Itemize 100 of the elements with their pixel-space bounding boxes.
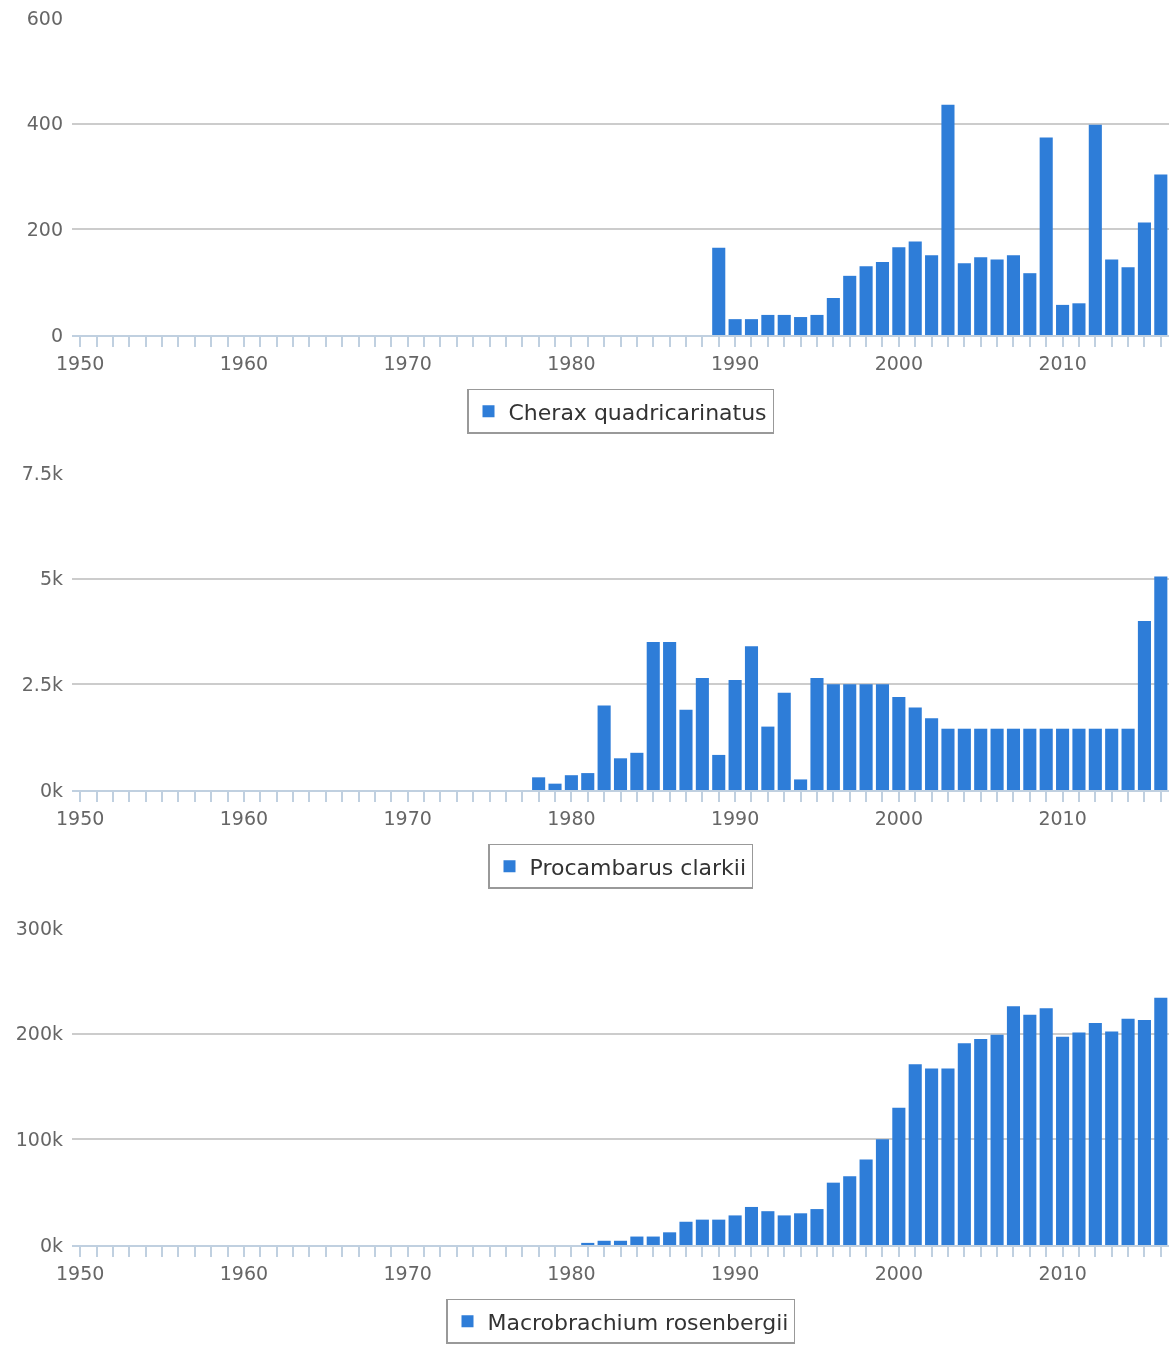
- y-tick-label: 400: [26, 112, 63, 135]
- x-tick-label: 1970: [383, 1261, 432, 1284]
- bar: [1121, 1018, 1135, 1245]
- x-tick-label: 1980: [547, 351, 596, 374]
- x-tick-label: 1960: [219, 806, 269, 829]
- bar: [843, 684, 857, 790]
- bar: [597, 705, 611, 790]
- bar: [532, 777, 546, 790]
- y-tick-label: 300k: [15, 916, 63, 939]
- x-tick-label: 1980: [547, 1261, 596, 1284]
- bar: [646, 1236, 660, 1245]
- bar: [777, 692, 791, 790]
- y-tick-label: 5k: [39, 567, 63, 590]
- y-tick-label: 100k: [15, 1127, 63, 1150]
- x-tick-label: 1960: [219, 351, 269, 374]
- bar: [826, 298, 840, 335]
- bar: [974, 257, 988, 335]
- bar: [892, 697, 906, 790]
- bar: [1088, 728, 1102, 790]
- bar: [1039, 1008, 1053, 1245]
- bar: [1121, 728, 1135, 790]
- bar: [1137, 620, 1151, 790]
- bar: [1105, 728, 1119, 790]
- x-tick-label: 1950: [56, 806, 105, 829]
- bar: [712, 1219, 726, 1245]
- y-tick-label: 2.5k: [21, 672, 63, 695]
- bar: [564, 775, 578, 790]
- x-tick-label: 2000: [874, 1261, 924, 1284]
- bar: [974, 728, 988, 790]
- y-tick-label: 0k: [39, 778, 63, 801]
- bar: [728, 319, 742, 335]
- bar: [712, 754, 726, 790]
- bar: [957, 263, 971, 335]
- bar: [663, 1232, 677, 1245]
- bar: [695, 1219, 709, 1245]
- bar: [843, 1176, 857, 1245]
- bar: [548, 783, 562, 790]
- bar: [1039, 728, 1053, 790]
- bar: [1056, 304, 1070, 335]
- x-tick-label: 2010: [1038, 806, 1087, 829]
- x-tick-label: 1980: [547, 806, 596, 829]
- bar: [925, 718, 939, 790]
- y-tick-label: 7.5k: [21, 461, 63, 484]
- bar: [1006, 1006, 1020, 1245]
- bar: [794, 779, 808, 790]
- bar: [859, 266, 873, 335]
- bar: [892, 247, 906, 335]
- bar: [1056, 1036, 1070, 1245]
- bar: [908, 1064, 922, 1245]
- legend-label: Cherax quadricarinatus: [508, 399, 767, 425]
- bar: [1088, 1023, 1102, 1245]
- bar: [941, 1068, 955, 1245]
- bar: [826, 1182, 840, 1245]
- bar: [613, 1240, 628, 1245]
- bar: [761, 726, 775, 790]
- bar: [1154, 174, 1168, 335]
- bar: [581, 1242, 595, 1245]
- legend-label: Procambarus clarkii: [529, 854, 746, 880]
- bar: [761, 1211, 775, 1245]
- legend-label: Macrobrachium rosenbergii: [487, 1309, 789, 1335]
- bar: [990, 1034, 1004, 1245]
- x-tick-label: 1950: [56, 1261, 105, 1284]
- bar: [1039, 137, 1053, 335]
- bar: [908, 707, 922, 790]
- y-tick-label: 600: [26, 6, 63, 29]
- y-tick-label: 200: [26, 217, 63, 240]
- bar: [990, 259, 1004, 335]
- bar: [630, 1236, 644, 1245]
- bar: [1023, 1014, 1037, 1245]
- bar: [728, 1215, 742, 1245]
- bar: [1072, 1032, 1086, 1245]
- bar: [581, 773, 595, 790]
- x-tick-label: 1970: [383, 351, 432, 374]
- bar: [1023, 273, 1037, 335]
- bar: [1072, 303, 1086, 335]
- y-tick-label: 0k: [39, 1233, 63, 1256]
- bar: [679, 709, 693, 790]
- bar: [925, 1068, 939, 1245]
- bar: [859, 684, 873, 790]
- bar: [908, 241, 922, 335]
- bar: [1154, 997, 1168, 1245]
- bar: [1154, 576, 1168, 790]
- bar: [826, 684, 840, 790]
- bar: [1006, 728, 1020, 790]
- bar: [810, 1209, 824, 1245]
- bar: [810, 314, 824, 335]
- bar: [1056, 728, 1070, 790]
- x-tick-label: 1990: [710, 806, 760, 829]
- bar: [695, 677, 709, 790]
- bar: [646, 642, 660, 790]
- bar: [875, 262, 890, 335]
- bar: [859, 1159, 873, 1245]
- bar: [925, 255, 939, 335]
- bar: [744, 319, 759, 335]
- x-tick-label: 1970: [383, 806, 432, 829]
- bar: [957, 1043, 971, 1245]
- bar: [744, 1206, 759, 1245]
- bar: [597, 1240, 611, 1245]
- bar: [875, 1139, 890, 1245]
- x-tick-label: 1950: [56, 351, 105, 374]
